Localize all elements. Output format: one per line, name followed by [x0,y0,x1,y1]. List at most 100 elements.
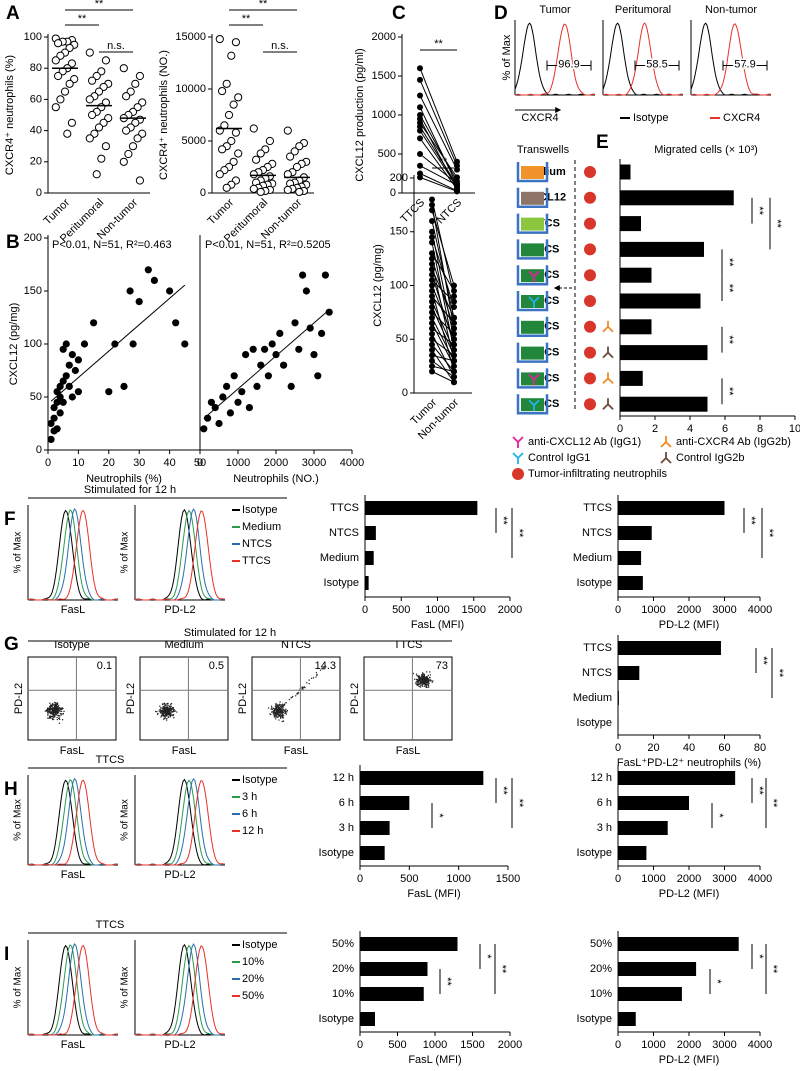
legend-label: anti-CXCL12 Ab (IgG1) [528,436,641,448]
event-dot [52,704,54,706]
category-label: TTCS [583,642,612,654]
data-point [429,218,435,224]
histogram-curve [27,779,119,866]
event-dot [164,708,167,710]
category-label: 20% [332,963,354,975]
event-dot [53,711,56,713]
x-axis-label: FasL [284,745,308,757]
x-axis-label: PD-L2 [164,869,195,881]
event-dot [281,704,284,707]
data-point [97,154,106,163]
data-point [429,261,435,267]
event-dot [270,713,272,716]
event-dot [60,714,62,716]
event-dot [302,686,305,688]
data-point [429,287,435,294]
bar [618,691,619,705]
category-label: Isotype [577,1013,612,1025]
event-dot [291,696,293,699]
data-point [245,404,253,412]
histogram-curve [690,23,772,96]
event-dot [418,675,421,677]
event-dot [170,707,172,710]
event-dot [283,710,286,712]
data-point [454,188,460,195]
event-dot [166,717,168,720]
bar [618,551,642,565]
event-dot [56,718,59,721]
data-point [74,356,82,364]
histogram-curve [27,944,119,1036]
data-point [101,56,111,65]
legend-label: 10% [242,956,264,968]
x-tick-label: 0 [615,1039,621,1051]
data-point [56,95,65,104]
event-dot [54,702,56,704]
event-dot [271,711,273,714]
histogram-curve [27,779,119,866]
neutrophil-icon [584,191,596,204]
event-dot [288,698,291,701]
event-dot [415,682,417,685]
data-point [451,368,457,375]
paired-line [431,295,455,324]
y-tick-label: 200 [390,172,408,184]
event-dot [160,715,163,717]
y-tick-label: 40 [30,125,42,137]
panel-letter: F [4,509,16,530]
event-dot [323,668,325,670]
event-dot [55,703,57,705]
legend-label: Isotype [242,939,277,951]
category-label: NTCS [582,667,612,679]
data-point [417,92,423,99]
x-axis-label: Neutrophils (%) [86,473,162,485]
histogram-curve [134,508,226,601]
event-dot [166,712,169,715]
y-tick-label: 100 [24,31,42,43]
data-point [252,155,261,164]
event-dot [170,714,172,716]
data-point [454,182,460,189]
fit-line [203,309,330,419]
event-dot [427,679,430,681]
y-tick-label: 200 [24,232,42,244]
well [516,213,549,234]
legend-label: CXCR4 [723,112,760,124]
x-tick-label: 0 [197,457,203,469]
event-dot [425,679,427,681]
event-dot [56,714,58,716]
data-point [283,126,292,135]
data-point [310,351,318,359]
well [516,239,549,260]
subplot-title: NTCS [281,639,311,651]
event-dot [51,712,54,715]
bar [618,666,640,680]
event-dot [166,706,168,709]
significance-label: ** [723,258,735,267]
histogram-curve [27,944,119,1036]
paired-line [419,176,458,192]
y-tick-label: 500 [378,148,396,160]
bar [365,501,478,515]
x-axis-label: FasL [60,745,84,757]
gate-value: 57.9 [734,58,755,70]
event-dot [267,707,270,709]
data-point [128,142,138,151]
significance-label: ** [745,516,757,525]
histogram-curve [134,945,226,1036]
event-dot [62,712,64,715]
paired-line [431,349,455,383]
x-tick-label: 4000 [748,1039,772,1051]
event-dot [53,712,55,715]
bar [365,526,376,540]
data-point [295,187,304,197]
event-dot [285,701,287,704]
data-point [135,71,144,81]
event-dot [419,678,422,680]
event-dot [432,680,434,682]
data-point [59,345,67,353]
event-dot [166,709,168,712]
data-point [47,435,55,443]
histogram-curve [134,779,226,866]
data-point [429,298,435,305]
